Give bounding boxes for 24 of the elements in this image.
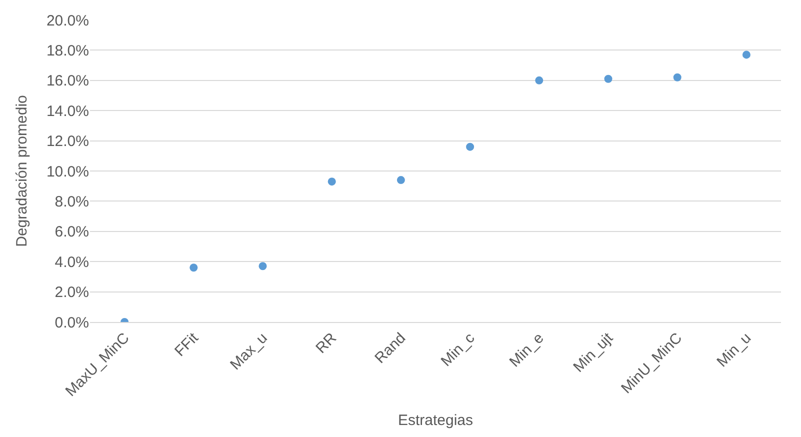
y-tick-label: 16.0% — [46, 72, 89, 90]
y-tick-label: 2.0% — [54, 284, 89, 302]
y-tick-label: 0.0% — [54, 314, 89, 332]
point — [742, 50, 750, 59]
y-tick-label: 10.0% — [46, 163, 89, 180]
y-tick-label: 6.0% — [54, 224, 89, 241]
x-tick-label: FFit — [172, 329, 202, 360]
x-tick-label: RR — [312, 329, 340, 357]
x-axis-title: Estrategias — [398, 412, 474, 429]
y-axis-title: Degradación promedio — [14, 95, 31, 247]
y-tick-label: 12.0% — [46, 133, 89, 150]
y-tick-label: 20.0% — [46, 12, 89, 30]
y-tick-label: 8.0% — [54, 193, 89, 210]
y-tick-label: 18.0% — [46, 42, 89, 60]
point — [258, 262, 267, 270]
y-tick-label: 14.0% — [46, 102, 89, 120]
point — [604, 74, 612, 83]
point — [673, 73, 682, 82]
point — [328, 178, 336, 186]
point — [190, 264, 198, 272]
y-tick-label: 4.0% — [54, 254, 89, 271]
point — [535, 76, 544, 84]
point — [396, 176, 405, 184]
point — [466, 142, 474, 151]
